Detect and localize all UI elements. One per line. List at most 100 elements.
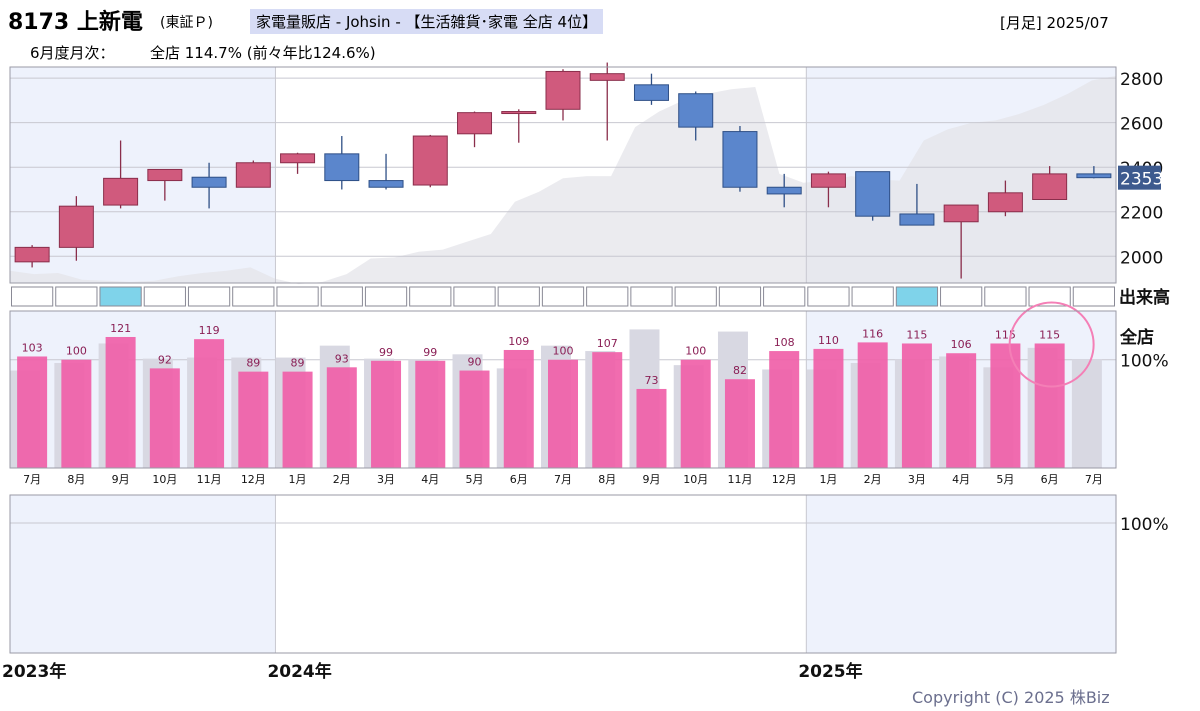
month-tick-label: 6月 <box>1041 473 1059 486</box>
volume-cell <box>586 286 629 307</box>
candle-body <box>899 213 935 226</box>
highlight-circle <box>1008 301 1095 388</box>
volume-cell <box>674 286 717 307</box>
price-tick-label: 2800 <box>1120 70 1163 90</box>
candle-body <box>324 153 360 182</box>
volume-cell <box>630 286 673 307</box>
sales-bar <box>326 367 357 468</box>
candle-body <box>678 93 714 128</box>
year-label: 2023年 <box>2 661 66 682</box>
sales-bar <box>901 343 932 468</box>
candle-body <box>545 70 581 110</box>
sales-value-label: 89 <box>246 357 260 370</box>
candle-body <box>589 73 625 81</box>
year-label: 2024年 <box>267 661 331 682</box>
volume-cell <box>984 286 1027 307</box>
shaded-period <box>10 67 276 283</box>
month-tick-label: 4月 <box>421 473 439 486</box>
sales-value-label: 93 <box>335 352 349 365</box>
sales-value-label: 121 <box>110 322 131 335</box>
sales-value-label: 99 <box>379 346 393 359</box>
month-tick-label: 3月 <box>908 473 926 486</box>
year-label: 2025年 <box>798 661 862 682</box>
sales-value-label: 100 <box>66 345 87 358</box>
month-tick-label: 5月 <box>996 473 1014 486</box>
month-tick-label: 4月 <box>952 473 970 486</box>
last-price-tag <box>1118 165 1161 190</box>
month-tick-label: 12月 <box>241 473 266 486</box>
monthly-report-value: 全店 114.7% (前々年比124.6%) <box>150 44 376 62</box>
sales-bar <box>503 349 534 468</box>
month-tick-label: 8月 <box>598 473 616 486</box>
sales-bar <box>592 352 623 468</box>
sales-bar <box>946 353 977 468</box>
period-label: [月足] 2025/07 <box>1000 14 1109 32</box>
sales-value-label: 108 <box>774 336 795 349</box>
market-label: (東証Ｐ) <box>160 15 213 31</box>
sales-value-label: 107 <box>597 337 618 350</box>
candle-body <box>943 204 979 223</box>
candle-body <box>633 84 669 101</box>
copyright-text: Copyright (C) 2025 株Biz <box>912 688 1110 707</box>
sales-value-label: 116 <box>862 327 883 340</box>
volume-cell <box>320 286 363 307</box>
sales-bar <box>415 360 446 468</box>
sales-panel-frame <box>9 310 1117 469</box>
month-tick-label: 7月 <box>1085 473 1103 486</box>
sales-value-label: 90 <box>468 356 482 369</box>
volume-cell <box>55 286 98 307</box>
sales-value-label: 89 <box>291 357 305 370</box>
candle-body <box>368 180 404 188</box>
volume-cell <box>851 286 894 307</box>
volume-cell <box>276 286 319 307</box>
sales-value-label: 100 <box>685 345 706 358</box>
sales-bar <box>61 359 92 468</box>
month-tick-label: 9月 <box>642 473 660 486</box>
sales-value-label: 119 <box>199 324 220 337</box>
shaded-period <box>10 495 276 653</box>
sales-value-label: 103 <box>22 341 43 354</box>
candle-body <box>58 205 94 248</box>
sales-value-label: 109 <box>508 335 529 348</box>
candle-body <box>1032 173 1068 200</box>
volume-cell <box>895 286 939 307</box>
volume-cell <box>497 286 540 307</box>
month-tick-label: 11月 <box>727 473 752 486</box>
price-panel-frame <box>9 66 1117 284</box>
volume-cell <box>232 286 275 307</box>
sales-bar <box>857 342 888 468</box>
volume-cell <box>409 286 452 307</box>
sales-bar <box>813 348 844 468</box>
sales-value-label: 82 <box>733 364 747 377</box>
month-tick-label: 10月 <box>683 473 708 486</box>
candle-body <box>280 153 316 164</box>
ticker-title: 8173 上新電 <box>8 10 143 35</box>
sales-value-label: 110 <box>818 334 839 347</box>
candle-body <box>987 192 1023 213</box>
volume-cell <box>940 286 983 307</box>
candle-body <box>722 131 758 188</box>
volume-cell <box>11 286 54 307</box>
volume-cell <box>453 286 496 307</box>
month-tick-label: 11月 <box>197 473 222 486</box>
month-tick-label: 1月 <box>289 473 307 486</box>
sales-bar <box>17 356 48 468</box>
volume-label: 出来高 <box>1119 287 1170 308</box>
volume-cell <box>143 286 186 307</box>
sales-panel-title: 全店 <box>1119 327 1154 348</box>
candle-body <box>103 177 139 206</box>
volume-cell <box>1028 286 1071 307</box>
price-tick-label: 2000 <box>1120 248 1163 268</box>
sales-value-label: 73 <box>644 374 658 387</box>
panel3-reference-label: 100% <box>1120 515 1169 535</box>
volume-cell <box>99 286 142 307</box>
sales-bar <box>636 388 667 468</box>
volume-cell <box>187 286 231 307</box>
volume-cell <box>1072 286 1116 307</box>
month-tick-label: 7月 <box>23 473 41 486</box>
sales-bar <box>990 343 1021 468</box>
month-tick-label: 6月 <box>510 473 528 486</box>
sales-value-label: 92 <box>158 353 172 366</box>
month-tick-label: 3月 <box>377 473 395 486</box>
